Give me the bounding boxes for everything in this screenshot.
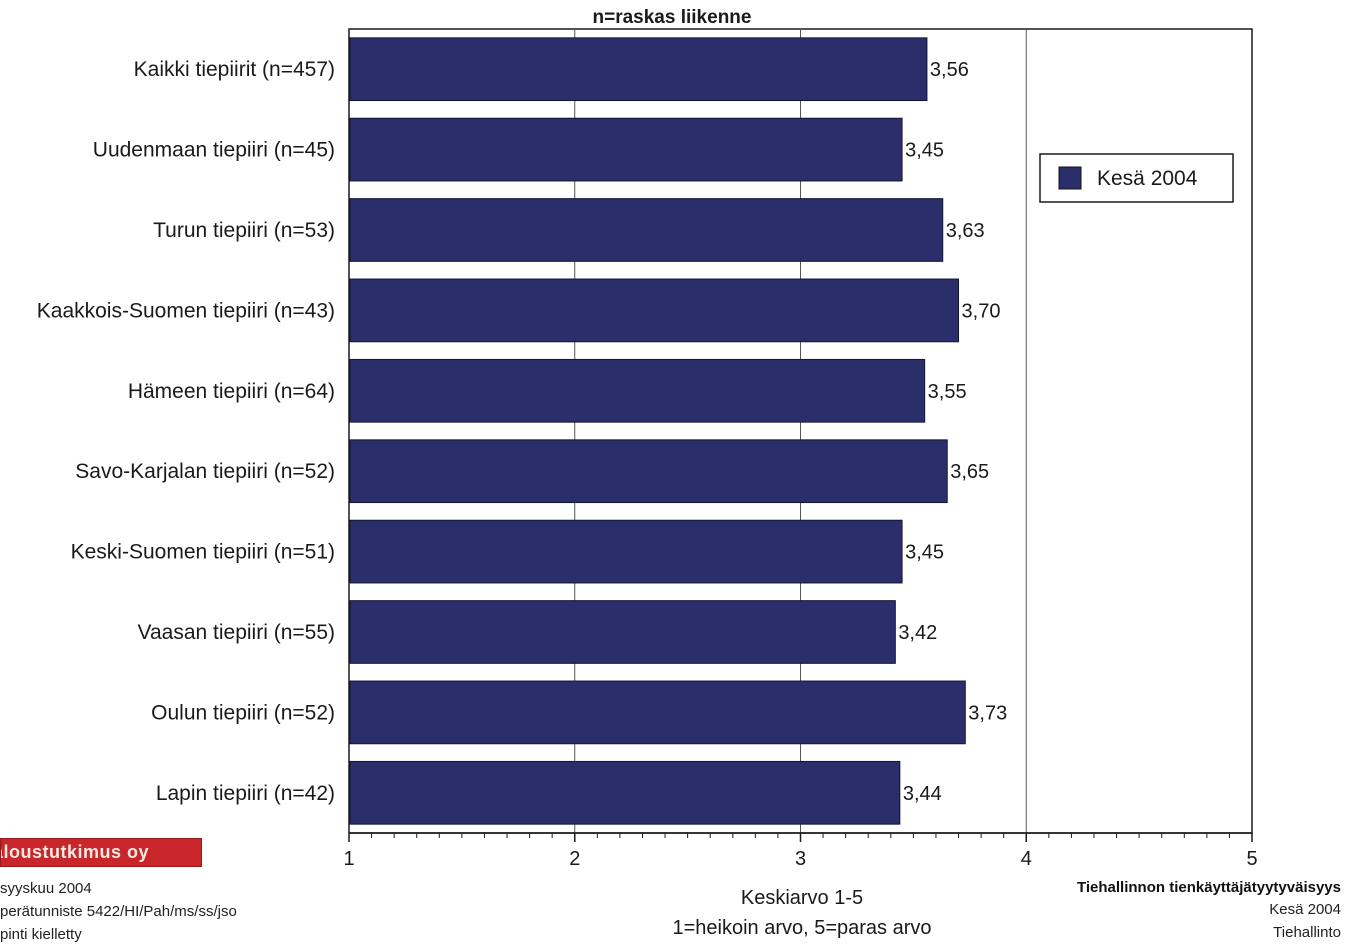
category-label: Uudenmaan tiepiiri (n=45): [93, 139, 335, 162]
x-tick-label: 3: [795, 848, 806, 870]
bar: [349, 117, 903, 182]
category-label: Keski-Suomen tiepiiri (n=51): [71, 541, 335, 564]
category-label: Oulun tiepiiri (n=52): [151, 701, 335, 724]
legend: Kesä 2004: [1039, 153, 1234, 203]
category-label: Turun tiepiiri (n=53): [153, 219, 335, 242]
bar: [349, 760, 901, 825]
data-label: 3,56: [930, 59, 969, 81]
x-axis-subtitle: 1=heikoin arvo, 5=paras arvo: [672, 917, 931, 939]
footer-copyright: pinti kielletty: [0, 926, 82, 943]
x-tick-label: 2: [569, 848, 580, 870]
bar: [349, 439, 948, 504]
data-label: 3,44: [903, 783, 942, 805]
data-label: 3,65: [950, 461, 989, 483]
category-label: Kaikki tiepiirit (n=457): [134, 58, 335, 81]
value-labels: 3,56 3,45 3,63 3,70 3,55 3,65 3,45 3,42 3,73 3,44: [898, 59, 1007, 805]
chart-title: n=raskas liikenne: [593, 7, 752, 28]
bar: [349, 37, 928, 102]
category-label: Hämeen tiepiiri (n=64): [128, 380, 335, 403]
x-tick-label: 5: [1246, 848, 1257, 870]
x-tick-label: 1: [343, 848, 354, 870]
footer-right: Tiehallinnon tienkäyttäjätyytyväisyys Ke…: [1077, 878, 1341, 944]
x-tick-label: 4: [1021, 848, 1032, 870]
footer-season: Kesä 2004: [1269, 901, 1341, 918]
footer-survey-title: Tiehallinnon tienkäyttäjätyytyväisyys: [1076, 879, 1341, 896]
data-label: 3,73: [968, 702, 1007, 724]
category-label: Kaakkois-Suomen tiepiiri (n=43): [37, 299, 335, 322]
data-label: 3,45: [905, 140, 944, 162]
footer-reference: perätunniste 5422/HI/Pah/ms/ss/jso: [0, 903, 237, 920]
footer-left: aloustutkimus oy syyskuu 2004 perätunnis…: [0, 838, 237, 946]
legend-label: Kesä 2004: [1097, 167, 1198, 190]
category-label: Vaasan tiepiiri (n=55): [138, 621, 335, 644]
category-label: Lapin tiepiiri (n=42): [156, 782, 335, 805]
bar: [349, 680, 966, 745]
bar: [349, 198, 944, 262]
bar: [349, 278, 960, 343]
bars: [349, 37, 966, 825]
category-label: Savo-Karjalan tiepiiri (n=52): [75, 460, 335, 483]
data-label: 3,63: [946, 220, 985, 242]
bar: [349, 519, 903, 584]
x-axis-title: Keskiarvo 1-5: [741, 887, 863, 909]
x-axis-ticks: 1 2 3 4 5: [343, 833, 1258, 870]
data-label: 3,45: [905, 542, 944, 564]
bar: [349, 358, 926, 423]
brand-badge: aloustutkimus oy: [0, 838, 202, 867]
category-labels: Kaikki tiepiirit (n=457) Uudenmaan tiepii…: [37, 58, 335, 805]
data-label: 3,42: [898, 622, 937, 644]
bar: [349, 600, 896, 664]
legend-swatch: [1058, 166, 1082, 190]
footer-organization: Tiehallinto: [1273, 924, 1341, 941]
footer-date: syyskuu 2004: [0, 880, 92, 897]
data-label: 3,55: [928, 381, 967, 403]
data-label: 3,70: [962, 300, 1001, 322]
